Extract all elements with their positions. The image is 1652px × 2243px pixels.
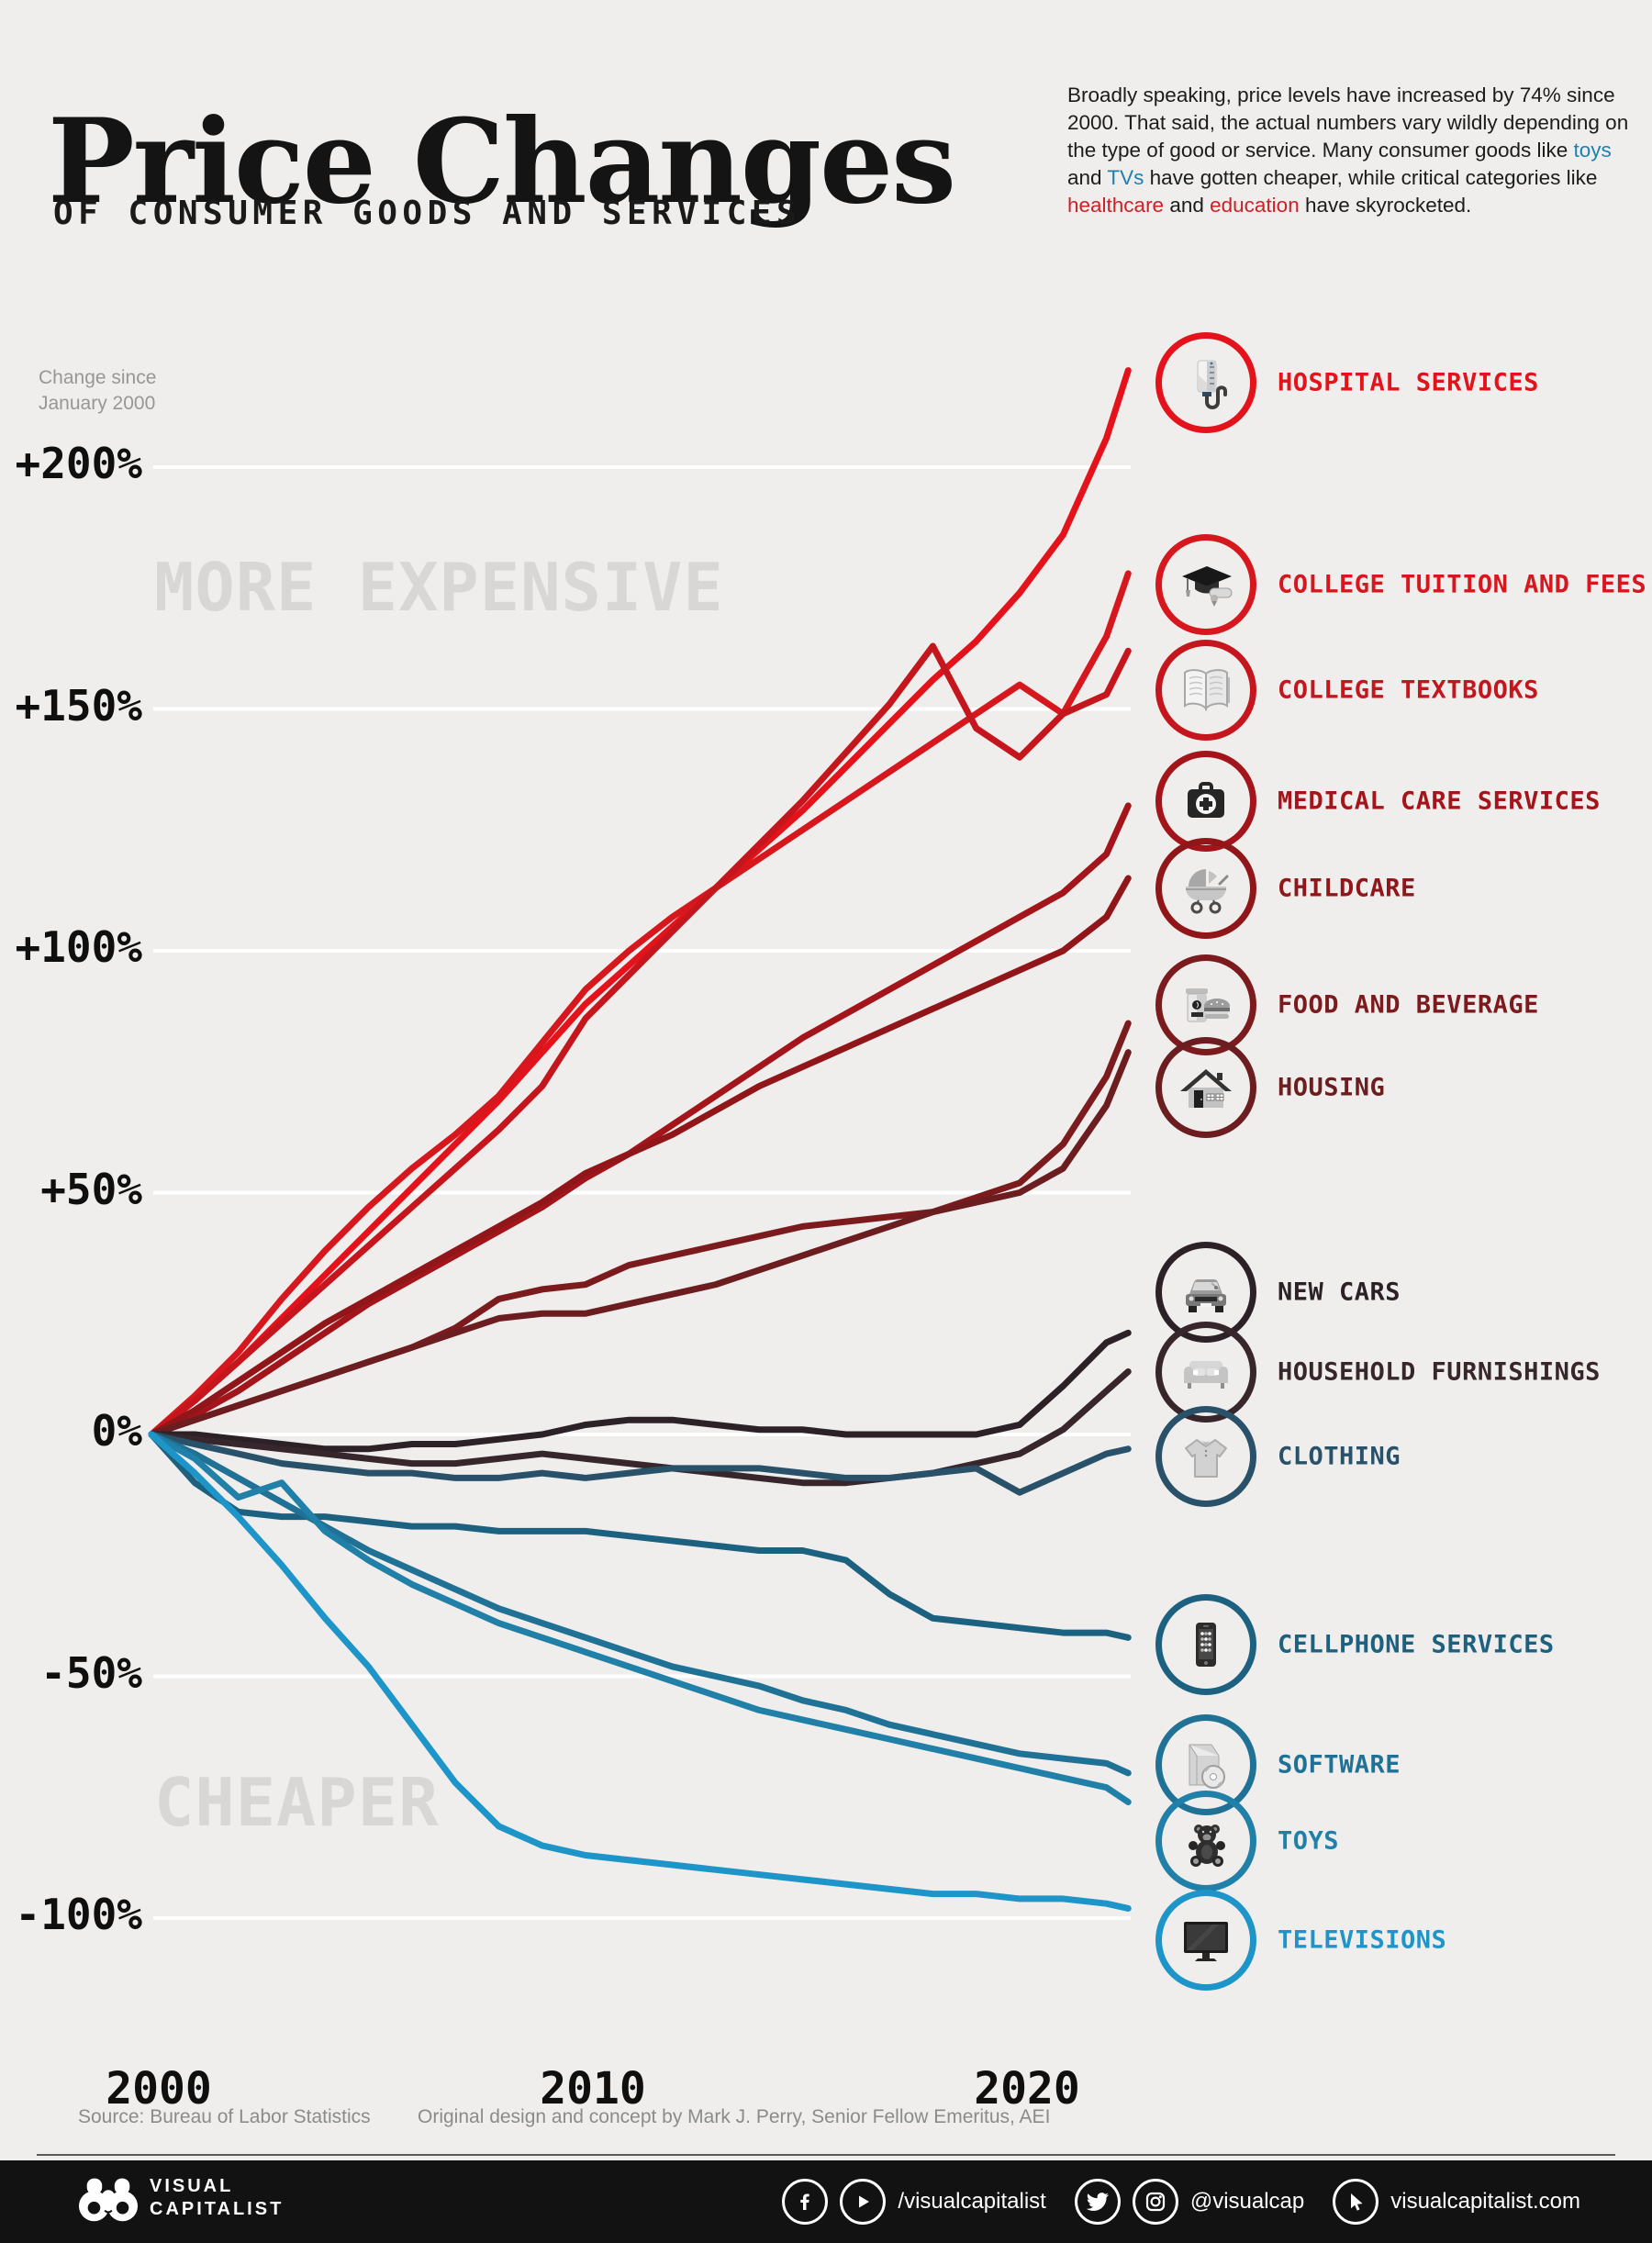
software-box-icon xyxy=(1189,1744,1225,1789)
x-axis-tick: 2010 xyxy=(540,2063,646,2115)
page-title: Price Changes xyxy=(48,94,956,230)
series-line-toys xyxy=(148,1431,1132,1806)
intro-segment: and xyxy=(1164,194,1211,218)
series-line-childcare xyxy=(148,875,1132,1438)
shirt-icon xyxy=(1185,1439,1227,1478)
axis-note: Change since January 2000 xyxy=(39,367,157,415)
cursor-icon[interactable] xyxy=(1333,2179,1379,2225)
series-line-new-cars xyxy=(148,1329,1132,1453)
series-line-household-furnishings xyxy=(148,1367,1132,1487)
brand-line1: VISUAL xyxy=(150,2176,234,2196)
y-axis-tick: 0% xyxy=(91,1406,142,1456)
baby-carriage-icon xyxy=(1186,869,1229,914)
social-links: /visualcapitalist @visualcap visualcapit… xyxy=(782,2160,1580,2243)
visual-capitalist-logo[interactable]: VISUAL CAPITALIST xyxy=(78,2170,284,2226)
category-icon-circle xyxy=(1155,1791,1256,1891)
legend-label: TELEVISIONS xyxy=(1278,1925,1447,1955)
intro-segment: have gotten cheaper, while critical cate… xyxy=(1144,165,1598,189)
iv-drip-icon xyxy=(1197,360,1227,409)
legend-label: CLOTHING xyxy=(1278,1442,1401,1471)
series-line-college-tuition-and-fees xyxy=(148,570,1132,1438)
binoculars-icon xyxy=(78,2178,139,2222)
watermark-more-expensive: MORE EXPENSIVE xyxy=(154,549,724,626)
category-icon-circle xyxy=(1155,838,1256,939)
legend-label: CELLPHONE SERVICES xyxy=(1278,1630,1555,1659)
intro-paragraph: Broadly speaking, price levels have incr… xyxy=(1067,82,1629,220)
y-axis-tick: -50% xyxy=(40,1647,142,1698)
legend-label: COLLEGE TEXTBOOKS xyxy=(1278,675,1539,705)
house-icon xyxy=(1180,1069,1232,1108)
source-text: Source: Bureau of Labor Statistics xyxy=(78,2106,371,2127)
website-link[interactable]: visualcapitalist.com xyxy=(1390,2189,1580,2214)
series-line-clothing xyxy=(148,1431,1132,1496)
food-beverage-icon xyxy=(1186,988,1230,1022)
first-aid-kit-icon xyxy=(1188,782,1224,818)
legend-label: TOYS xyxy=(1278,1826,1340,1856)
intro-segment: healthcare xyxy=(1067,194,1165,218)
x-axis-tick: 2000 xyxy=(106,2063,212,2115)
x-axis-tick: 2020 xyxy=(974,2063,1080,2115)
sofa-icon xyxy=(1184,1361,1228,1389)
y-axis-tick: +200% xyxy=(15,439,142,488)
intro-segment: have skyrocketed. xyxy=(1299,194,1472,218)
series-line-cellphone-services xyxy=(148,1431,1132,1641)
tv-icon xyxy=(1184,1922,1228,1961)
category-icon-circle xyxy=(1155,534,1256,635)
series-line-hospital-services xyxy=(148,367,1132,1438)
facebook-icon[interactable] xyxy=(782,2179,829,2225)
legend-label: NEW CARS xyxy=(1278,1278,1401,1307)
category-icon-circle xyxy=(1155,1890,1256,1991)
y-axis-tick: +100% xyxy=(15,922,142,972)
category-icon-circle xyxy=(1155,1037,1256,1138)
y-axis-tick: +150% xyxy=(15,680,142,731)
category-icon-circle xyxy=(1155,751,1256,852)
category-icon-circle xyxy=(1155,1594,1256,1695)
car-icon xyxy=(1186,1278,1226,1312)
category-icon-circle xyxy=(1155,1406,1256,1507)
intro-segment: toys xyxy=(1573,138,1612,162)
series-line-housing xyxy=(148,1049,1132,1438)
credit-text: Original design and concept by Mark J. P… xyxy=(418,2106,1051,2127)
teddy-bear-icon xyxy=(1189,1825,1225,1867)
open-book-icon xyxy=(1184,669,1230,711)
y-axis-tick: -100% xyxy=(15,1890,142,1939)
legend-label: HOUSING xyxy=(1278,1073,1386,1102)
tw-ig-handle[interactable]: @visualcap xyxy=(1189,2189,1305,2214)
series-line-software xyxy=(148,1431,1132,1777)
series-line-college-textbooks xyxy=(148,642,1132,1438)
intro-segment: Broadly speaking, price levels have incr… xyxy=(1067,83,1629,162)
fb-yt-handle[interactable]: /visualcapitalist xyxy=(898,2189,1046,2214)
twitter-icon[interactable] xyxy=(1074,2179,1121,2225)
legend-label: MEDICAL CARE SERVICES xyxy=(1278,787,1601,816)
graduation-cap-icon xyxy=(1182,566,1233,607)
category-icon-circle xyxy=(1155,332,1256,433)
y-axis-tick: +50% xyxy=(40,1164,142,1214)
intro-segment: TVs xyxy=(1107,165,1144,189)
legend-label: SOFTWARE xyxy=(1278,1750,1401,1780)
legend-label: CHILDCARE xyxy=(1278,874,1416,903)
legend-label: HOSPITAL SERVICES xyxy=(1278,368,1539,397)
series-line-food-and-beverage xyxy=(148,1020,1132,1438)
watermark-cheaper: CHEAPER xyxy=(154,1764,440,1841)
category-icon-circle xyxy=(1155,640,1256,741)
legend-label: COLLEGE TUITION AND FEES xyxy=(1278,570,1647,599)
youtube-icon[interactable] xyxy=(840,2179,887,2225)
series-line-medical-care-services xyxy=(148,802,1132,1438)
instagram-icon[interactable] xyxy=(1132,2179,1178,2225)
legend-label: FOOD AND BEVERAGE xyxy=(1278,990,1539,1020)
intro-segment: education xyxy=(1210,194,1300,218)
legend-label: HOUSEHOLD FURNISHINGS xyxy=(1278,1357,1601,1387)
brand-bar: VISUAL CAPITALIST /visualcapitalist xyxy=(0,2160,1652,2243)
intro-segment: and xyxy=(1067,165,1108,189)
smartphone-icon xyxy=(1196,1623,1216,1667)
footer-divider xyxy=(37,2154,1615,2156)
page-subtitle: OF CONSUMER GOODS AND SERVICES xyxy=(53,195,802,232)
brand-line2: CAPITALIST xyxy=(150,2199,285,2219)
